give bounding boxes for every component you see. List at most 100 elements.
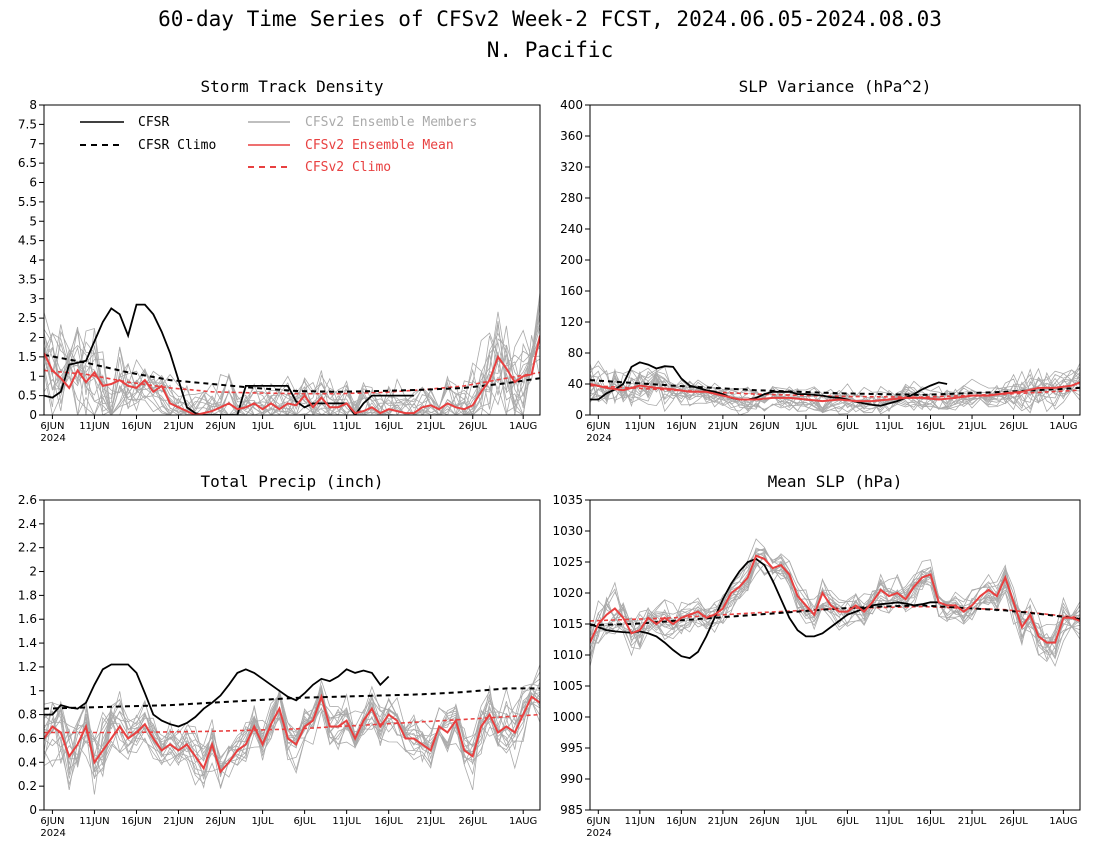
x-tick-label: 16JUL (374, 421, 403, 432)
legend-ens-mean: CFSv2 Ensemble Mean (305, 138, 454, 153)
x-tick-label: 26JUL (458, 816, 487, 827)
series-ensemble-member (44, 337, 540, 415)
series-ensemble-member (44, 692, 540, 786)
y-tick-label: 160 (560, 284, 583, 298)
y-tick-label: 80 (568, 346, 583, 360)
y-tick-label: 1.2 (18, 660, 37, 674)
series-ensemble-member (590, 379, 1080, 413)
series-ensemble-member (44, 335, 540, 415)
y-tick-label: 0 (29, 408, 37, 422)
panel-frame (589, 104, 1081, 416)
panel-2: SLP Variance (hPa^2) 0 40 80 120 160 200 240 280… (560, 77, 1081, 444)
series-cfsr-climo (590, 604, 1080, 627)
panel-title: Total Precip (inch) (200, 472, 383, 491)
x-tick-label: 16JUN (121, 421, 151, 432)
y-tick-label: 995 (560, 741, 583, 755)
x-tick-label: 26JUN (205, 421, 235, 432)
series-cfsr-climo (44, 353, 540, 393)
x-tick-label: 16JUL (916, 816, 945, 827)
y-tick-label: 8 (29, 98, 37, 112)
x-tick-label: 16JUN (666, 421, 696, 432)
y-tick-label: 2 (29, 565, 37, 579)
y-tick-label: 1005 (552, 679, 583, 693)
x-tick-label: 11JUL (875, 421, 904, 432)
x-tick-label: 6JUN (586, 816, 610, 827)
x-tick-label: 16JUL (374, 816, 403, 827)
series-ensemble-member (590, 562, 1080, 661)
panel-1: Storm Track Density 0 0.5 1 1.5 2 2.5 3 3.5 4 4.5 5… (18, 77, 541, 444)
series-ensemble-member (44, 690, 540, 773)
series-ensemble-member (44, 690, 540, 772)
x-tick-label: 1AUG (509, 421, 537, 432)
x-tick-label: 6JUL (294, 421, 317, 432)
x-tick-label: 21JUL (416, 421, 445, 432)
series-ensemble-member (44, 316, 540, 415)
series-cfsv2-ensemble-mean (44, 335, 540, 415)
x-tick-label: 16JUN (666, 816, 696, 827)
legend-cfsr: CFSR (138, 115, 169, 130)
x-tick-label: 21JUN (163, 421, 193, 432)
y-tick-label: 1.4 (18, 636, 37, 650)
panel-frame (43, 499, 541, 811)
y-tick-label: 320 (560, 160, 583, 174)
x-tick-label: 11JUL (332, 421, 361, 432)
figure-title: 60-day Time Series of CFSv2 Week-2 FCST,… (158, 7, 942, 31)
x-tick-label: 21JUL (958, 421, 987, 432)
x-tick-label: 1JUL (795, 421, 818, 432)
y-tick-label: 0.2 (18, 779, 37, 793)
y-tick-label: 5.5 (18, 195, 37, 209)
series-ensemble-member (44, 696, 540, 777)
y-tick-label: 0 (575, 408, 583, 422)
x-tick-label: 11JUN (79, 816, 109, 827)
x-tick-label: 1AUG (509, 816, 537, 827)
y-tick-label: 280 (560, 191, 583, 205)
y-tick-label: 1.6 (18, 612, 37, 626)
series-cfsv2-ensemble-mean (590, 554, 1080, 644)
series-cfsr (590, 557, 939, 660)
y-tick-label: 4 (29, 253, 37, 267)
y-tick-label: 1000 (552, 710, 583, 724)
x-tick-label: 21JUL (958, 816, 987, 827)
x-tick-label: 21JUN (708, 816, 738, 827)
x-tick-label: 6JUL (294, 816, 317, 827)
x-tick-label: 1AUG (1049, 421, 1077, 432)
x-tick-label: 26JUL (458, 421, 487, 432)
y-tick-label: 0.4 (18, 755, 37, 769)
plot-area (44, 663, 540, 795)
x-tick-label: 26JUN (749, 816, 779, 827)
x-tick-label: 1AUG (1049, 816, 1077, 827)
panel-4: Mean SLP (hPa) 985 990 995 1000 1005 1010 1015 1… (552, 472, 1081, 839)
y-tick-label: 40 (568, 377, 583, 391)
y-tick-label: 1 (29, 684, 37, 698)
series-ensemble-member (44, 324, 540, 415)
y-tick-label: 0.8 (18, 708, 37, 722)
series-ensemble-member (44, 664, 540, 775)
x-tick-label: 26JUN (205, 816, 235, 827)
x-tick-label: 21JUN (163, 816, 193, 827)
y-tick-label: 1030 (552, 524, 583, 538)
panel-frame (589, 499, 1081, 811)
legend-cfsv2-climo: CFSv2 Climo (305, 160, 391, 175)
series-ensemble-member (590, 563, 1080, 661)
y-tick-label: 5 (29, 214, 37, 228)
series-ensemble-member (44, 292, 540, 415)
y-tick-label: 2.5 (18, 311, 37, 325)
x-tick-label: 1JUL (251, 421, 274, 432)
x-tick-label: 11JUN (625, 816, 655, 827)
series-cfsr-climo (44, 687, 540, 710)
x-tick-year: 2024 (586, 433, 611, 444)
y-tick-label: 990 (560, 772, 583, 786)
x-tick-label: 26JUL (999, 816, 1028, 827)
y-tick-label: 200 (560, 253, 583, 267)
y-tick-label: 2.4 (18, 517, 37, 531)
x-tick-label: 16JUL (916, 421, 945, 432)
series-ensemble-member (590, 538, 1080, 642)
plot-area (590, 360, 1080, 415)
y-tick-label: 1 (29, 369, 37, 383)
panel-frame (43, 104, 541, 416)
series-ensemble-member (44, 294, 540, 415)
y-tick-label: 2 (29, 331, 37, 345)
x-tick-label: 6JUN (40, 421, 64, 432)
series-cfsr (590, 361, 948, 407)
x-tick-label: 11JUL (332, 816, 361, 827)
